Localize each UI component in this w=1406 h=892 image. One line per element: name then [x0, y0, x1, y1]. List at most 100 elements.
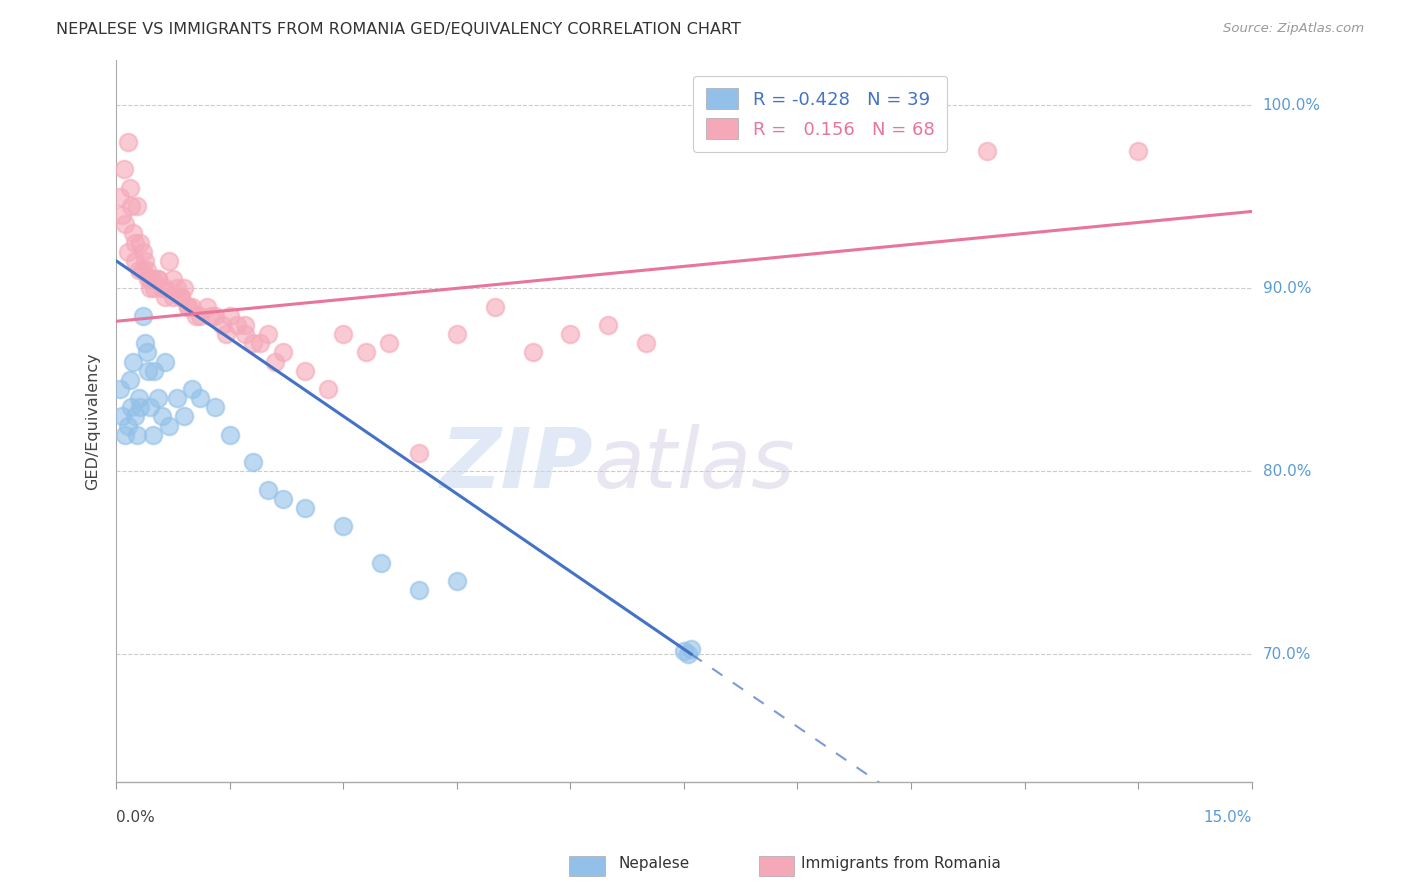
- Point: [976, 144, 998, 158]
- Point: [114, 427, 136, 442]
- Point: [124, 235, 146, 250]
- Point: [598, 318, 620, 332]
- Point: [173, 281, 195, 295]
- Point: [332, 519, 354, 533]
- Point: [200, 309, 222, 323]
- Point: [136, 364, 159, 378]
- Point: [370, 556, 392, 570]
- Point: [120, 401, 142, 415]
- Point: [377, 336, 399, 351]
- Point: [112, 162, 135, 177]
- Point: [294, 500, 316, 515]
- Point: [162, 291, 184, 305]
- Point: [354, 345, 377, 359]
- Point: [108, 190, 131, 204]
- Point: [139, 272, 162, 286]
- Point: [166, 281, 188, 295]
- Point: [150, 281, 173, 295]
- Point: [294, 364, 316, 378]
- Text: 100.0%: 100.0%: [1263, 98, 1320, 113]
- Point: [271, 491, 294, 506]
- Text: 70.0%: 70.0%: [1263, 647, 1310, 662]
- Point: [316, 382, 339, 396]
- Point: [332, 327, 354, 342]
- Point: [218, 427, 240, 442]
- Point: [157, 253, 180, 268]
- Point: [256, 483, 278, 497]
- Point: [132, 244, 155, 259]
- Point: [242, 455, 264, 469]
- Point: [408, 446, 430, 460]
- Point: [150, 409, 173, 424]
- Point: [155, 291, 177, 305]
- Point: [636, 336, 658, 351]
- Point: [143, 281, 166, 295]
- Point: [118, 373, 141, 387]
- Point: [146, 272, 169, 286]
- Point: [128, 263, 150, 277]
- Point: [117, 135, 139, 149]
- Point: [114, 217, 136, 231]
- Y-axis label: GED/Equivalency: GED/Equivalency: [86, 352, 100, 490]
- Point: [226, 318, 249, 332]
- Point: [118, 180, 141, 194]
- Point: [681, 641, 703, 656]
- Point: [218, 309, 240, 323]
- Text: Immigrants from Romania: Immigrants from Romania: [801, 856, 1001, 871]
- Point: [181, 300, 204, 314]
- Text: NEPALESE VS IMMIGRANTS FROM ROMANIA GED/EQUIVALENCY CORRELATION CHART: NEPALESE VS IMMIGRANTS FROM ROMANIA GED/…: [56, 22, 741, 37]
- Point: [522, 345, 544, 359]
- Text: ZIP: ZIP: [440, 424, 593, 505]
- Point: [672, 643, 695, 657]
- Point: [177, 300, 200, 314]
- Point: [233, 327, 256, 342]
- Point: [188, 309, 211, 323]
- Point: [117, 418, 139, 433]
- Point: [122, 354, 145, 368]
- Point: [560, 327, 582, 342]
- Point: [233, 318, 256, 332]
- Point: [177, 300, 200, 314]
- Point: [204, 401, 226, 415]
- Point: [249, 336, 271, 351]
- Point: [146, 391, 169, 405]
- Point: [142, 272, 165, 286]
- Point: [135, 345, 157, 359]
- Point: [188, 391, 211, 405]
- Point: [136, 272, 159, 286]
- Text: 90.0%: 90.0%: [1263, 281, 1312, 296]
- Point: [446, 327, 468, 342]
- Text: 0.0%: 0.0%: [117, 810, 155, 825]
- Point: [129, 235, 152, 250]
- Point: [111, 208, 134, 222]
- Point: [132, 309, 155, 323]
- Text: 80.0%: 80.0%: [1263, 464, 1310, 479]
- Point: [181, 382, 204, 396]
- Point: [129, 401, 152, 415]
- Point: [676, 648, 699, 662]
- Point: [204, 309, 226, 323]
- Point: [169, 291, 191, 305]
- Text: atlas: atlas: [593, 424, 794, 505]
- Point: [132, 263, 155, 277]
- Point: [135, 263, 157, 277]
- Point: [108, 382, 131, 396]
- Point: [256, 327, 278, 342]
- Point: [1126, 144, 1149, 158]
- Point: [166, 391, 188, 405]
- Point: [146, 272, 169, 286]
- Point: [242, 336, 264, 351]
- Point: [215, 327, 238, 342]
- Point: [111, 409, 134, 424]
- Point: [157, 418, 180, 433]
- Point: [408, 583, 430, 598]
- Point: [211, 318, 233, 332]
- Point: [173, 409, 195, 424]
- Point: [271, 345, 294, 359]
- Text: 15.0%: 15.0%: [1204, 810, 1251, 825]
- Text: Nepalese: Nepalese: [619, 856, 690, 871]
- Point: [120, 199, 142, 213]
- Point: [134, 336, 156, 351]
- Point: [127, 427, 149, 442]
- Point: [139, 401, 162, 415]
